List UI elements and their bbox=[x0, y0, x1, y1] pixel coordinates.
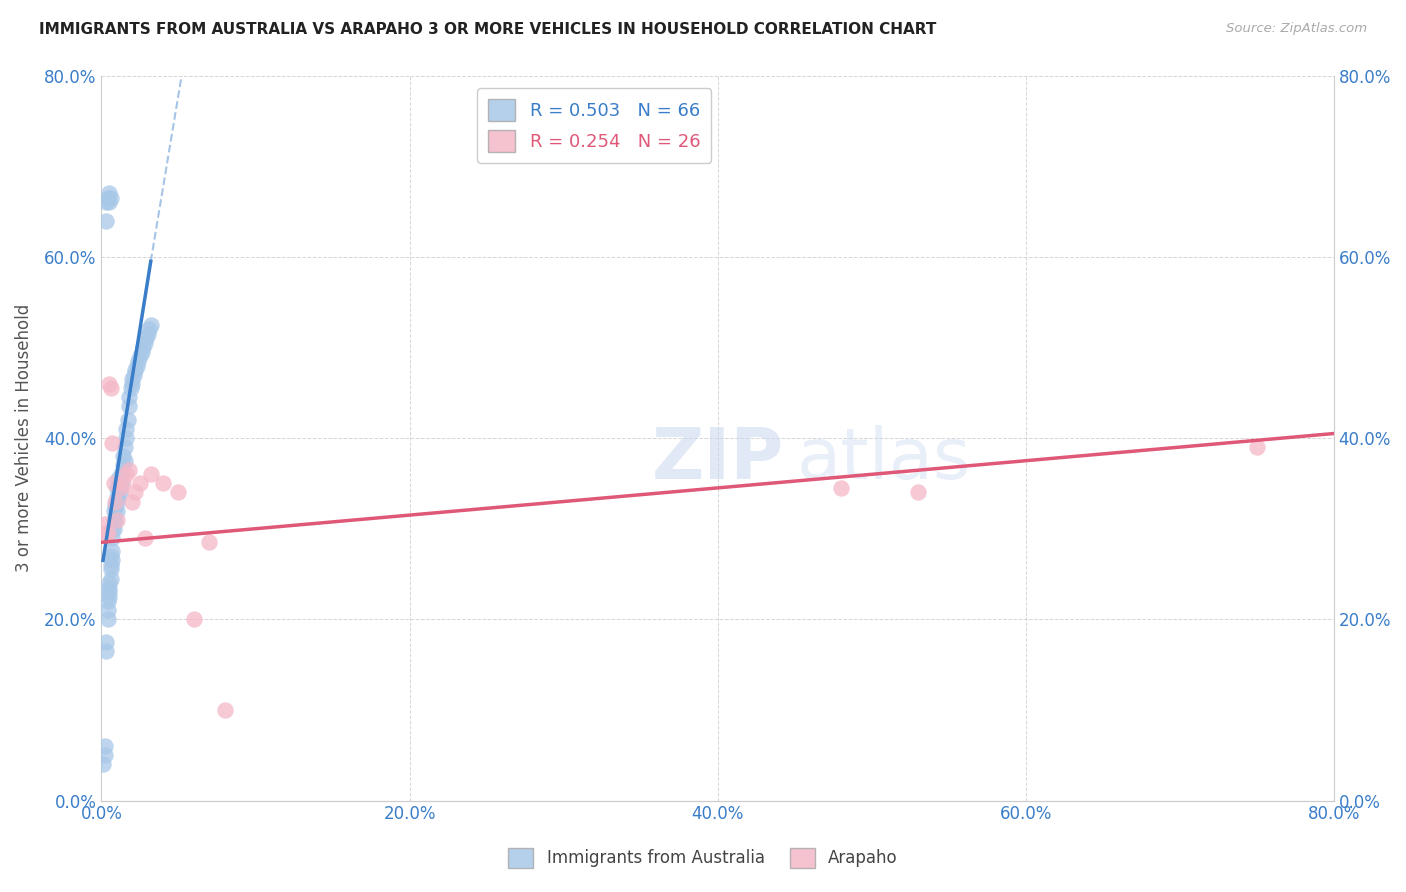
Point bbox=[127, 354, 149, 368]
Point bbox=[121, 372, 143, 386]
Point bbox=[97, 191, 120, 205]
Point bbox=[138, 322, 160, 336]
Point bbox=[104, 499, 127, 513]
Point bbox=[98, 590, 121, 604]
Text: Source: ZipAtlas.com: Source: ZipAtlas.com bbox=[1226, 22, 1367, 36]
Point bbox=[124, 485, 146, 500]
Point bbox=[139, 467, 162, 482]
Legend: Immigrants from Australia, Arapaho: Immigrants from Australia, Arapaho bbox=[502, 841, 904, 875]
Point bbox=[103, 476, 125, 491]
Point bbox=[124, 363, 146, 377]
Point bbox=[112, 476, 135, 491]
Point bbox=[135, 331, 157, 345]
Point bbox=[101, 553, 124, 567]
Point bbox=[110, 476, 132, 491]
Point bbox=[100, 381, 122, 395]
Point bbox=[100, 562, 122, 576]
Point bbox=[97, 594, 120, 608]
Point bbox=[132, 340, 155, 354]
Point bbox=[110, 467, 132, 482]
Point bbox=[100, 549, 122, 563]
Point bbox=[103, 513, 125, 527]
Legend: R = 0.503   N = 66, R = 0.254   N = 26: R = 0.503 N = 66, R = 0.254 N = 26 bbox=[478, 88, 711, 163]
Text: atlas: atlas bbox=[797, 425, 972, 494]
Point bbox=[129, 350, 152, 364]
Point bbox=[98, 195, 121, 210]
Point bbox=[107, 472, 129, 486]
Point bbox=[105, 490, 128, 504]
Point bbox=[94, 635, 117, 649]
Point bbox=[100, 572, 122, 586]
Point bbox=[105, 481, 128, 495]
Point bbox=[115, 467, 138, 482]
Point bbox=[98, 581, 121, 595]
Point bbox=[107, 490, 129, 504]
Text: IMMIGRANTS FROM AUSTRALIA VS ARAPAHO 3 OR MORE VEHICLES IN HOUSEHOLD CORRELATION: IMMIGRANTS FROM AUSTRALIA VS ARAPAHO 3 O… bbox=[39, 22, 936, 37]
Point bbox=[101, 544, 124, 558]
Point bbox=[105, 503, 128, 517]
Point bbox=[98, 376, 121, 391]
Point bbox=[97, 603, 120, 617]
Point bbox=[107, 481, 129, 495]
Point bbox=[830, 481, 852, 495]
Point bbox=[139, 318, 162, 332]
Point bbox=[97, 526, 120, 541]
Point bbox=[134, 335, 156, 350]
Point bbox=[97, 612, 120, 626]
Point bbox=[115, 422, 138, 436]
Point bbox=[134, 531, 156, 545]
Point bbox=[101, 522, 124, 536]
Point bbox=[121, 494, 143, 508]
Point bbox=[104, 494, 127, 508]
Point bbox=[118, 390, 141, 404]
Point bbox=[101, 435, 124, 450]
Point bbox=[136, 326, 159, 341]
Point bbox=[1246, 440, 1268, 454]
Point bbox=[108, 485, 131, 500]
Point bbox=[120, 381, 142, 395]
Point bbox=[103, 522, 125, 536]
Point bbox=[105, 494, 128, 508]
Point bbox=[198, 535, 221, 549]
Point bbox=[103, 503, 125, 517]
Point bbox=[152, 476, 174, 491]
Point bbox=[105, 513, 128, 527]
Point bbox=[98, 186, 121, 201]
Point bbox=[104, 513, 127, 527]
Point bbox=[122, 368, 145, 382]
Text: ZIP: ZIP bbox=[651, 425, 783, 494]
Point bbox=[167, 485, 190, 500]
Point bbox=[129, 476, 152, 491]
Point bbox=[118, 400, 141, 414]
Point bbox=[114, 454, 136, 468]
Point bbox=[108, 481, 131, 495]
Point bbox=[115, 431, 138, 445]
Point bbox=[112, 458, 135, 473]
Point bbox=[117, 413, 139, 427]
Point bbox=[125, 359, 148, 373]
Point bbox=[183, 612, 205, 626]
Point bbox=[907, 485, 929, 500]
Point bbox=[131, 345, 153, 359]
Point bbox=[101, 531, 124, 545]
Point bbox=[100, 558, 122, 572]
Point bbox=[214, 703, 236, 717]
Point bbox=[108, 476, 131, 491]
Point bbox=[93, 517, 115, 532]
Point bbox=[121, 376, 143, 391]
Point bbox=[94, 195, 117, 210]
Point bbox=[114, 440, 136, 454]
Point bbox=[112, 449, 135, 463]
Y-axis label: 3 or more Vehicles in Household: 3 or more Vehicles in Household bbox=[15, 304, 32, 572]
Point bbox=[98, 576, 121, 591]
Point bbox=[98, 585, 121, 599]
Point bbox=[93, 748, 115, 763]
Point bbox=[93, 739, 115, 754]
Point bbox=[118, 463, 141, 477]
Point bbox=[100, 191, 122, 205]
Point bbox=[94, 644, 117, 658]
Point bbox=[94, 526, 117, 541]
Point bbox=[94, 213, 117, 227]
Point bbox=[91, 757, 114, 772]
